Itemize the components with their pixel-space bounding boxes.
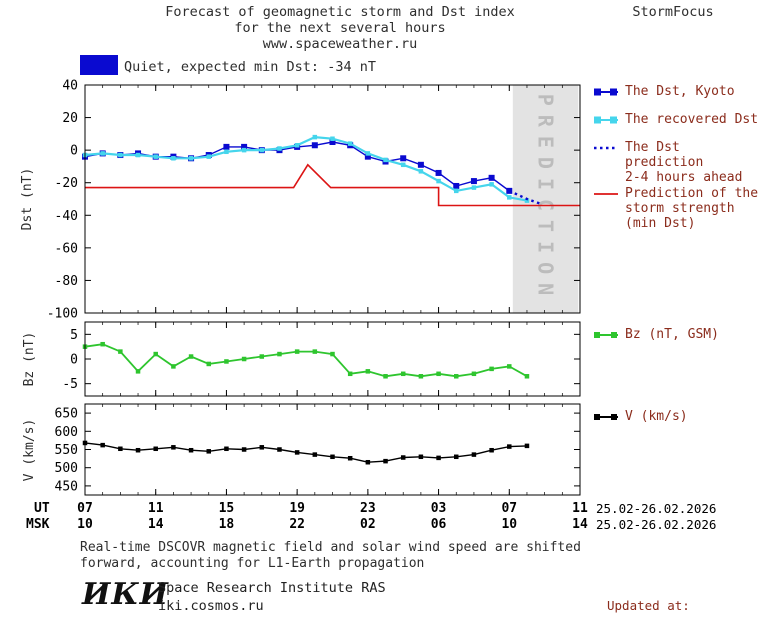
xtick-msk: 14 <box>148 517 164 532</box>
panel-dst: PREDICTION 40 20 0 -20 -40 -60 -80 -100 <box>47 79 581 322</box>
xtick-msk: 10 <box>501 517 517 532</box>
ytick-v: 600 <box>55 425 78 440</box>
dotted-line-icon <box>594 146 618 150</box>
xtick-ut: 07 <box>501 501 517 516</box>
v-line-icon <box>594 414 618 420</box>
ytick-v: 450 <box>55 479 78 494</box>
axis-frame-bz <box>84 321 581 397</box>
footnote-line2: forward, accounting for L1-Earth propaga… <box>80 556 425 571</box>
legend-dst-prediction: The Dst prediction 2-4 hours ahead <box>593 140 760 185</box>
ytick-dst: 20 <box>62 111 78 126</box>
legend-dst-prediction-line2: 2-4 hours ahead <box>625 170 743 185</box>
ytick-dst: -100 <box>47 307 78 322</box>
xtick-msk: 22 <box>289 517 305 532</box>
legend-bz: Bz (nT, GSM) <box>593 327 760 342</box>
series-recovered-dst <box>84 135 528 202</box>
dst-kyoto-line-icon <box>594 88 618 96</box>
institute-site: iki.cosmos.ru <box>158 598 264 614</box>
xtick-ut: 07 <box>77 501 93 516</box>
prediction-region-label: PREDICTION <box>534 94 558 304</box>
xtick-msk: 18 <box>219 517 235 532</box>
xtick-ut: 23 <box>360 501 376 516</box>
legend-storm-strength-label: Prediction of the storm strength (min Ds… <box>625 186 758 231</box>
ytick-dst: -40 <box>55 209 78 224</box>
footnote-line1: Real-time DSCOVR magnetic field and sola… <box>80 540 581 555</box>
dst-axis-label: Dst (nT) <box>20 167 35 231</box>
xtick-msk: 06 <box>431 517 447 532</box>
legend-storm-line2: storm strength <box>625 201 735 216</box>
legend-v-label: V (km/s) <box>625 409 688 424</box>
series-bz-gsm <box>84 343 528 378</box>
storm-status-text: Quiet, expected min Dst: -34 nT <box>124 59 376 75</box>
panel-v: 650 600 550 500 450 <box>55 403 581 496</box>
iki-logo: ИКИ <box>82 577 169 612</box>
legend-dst-prediction-line1: The Dst prediction <box>625 140 704 170</box>
legend-storm-line1: Prediction of the <box>625 186 759 201</box>
ytick-dst: 40 <box>62 79 78 94</box>
ytick-v: 550 <box>55 443 78 458</box>
ytick-bz: 0 <box>70 353 78 368</box>
series-dst-prediction <box>508 189 542 206</box>
ytick-v: 500 <box>55 461 78 476</box>
axis-frame-v <box>84 403 581 496</box>
axis-frame-dst <box>84 84 581 314</box>
xtick-ut: 11 <box>572 501 588 516</box>
msk-date-range: 25.02-26.02.2026 <box>596 517 717 532</box>
updated-at-title: Updated at: <box>607 598 690 613</box>
legend-storm-line3: (min Dst) <box>625 216 696 231</box>
series-solar-wind-speed <box>84 442 528 463</box>
bz-line-icon <box>594 332 618 338</box>
panel-bz: 5 0 -5 <box>62 321 581 397</box>
legend-recovered-dst: The recovered Dst <box>593 112 760 127</box>
ytick-v: 650 <box>55 407 78 422</box>
legend-dst-kyoto: The Dst, Kyoto <box>593 84 760 99</box>
updated-at-block: Updated at: UT 07:05, 26.02.2026 MSK 10:… <box>607 567 760 620</box>
ut-row-label: UT <box>34 501 50 516</box>
xtick-msk: 02 <box>360 517 376 532</box>
xtick-ut: 19 <box>289 501 305 516</box>
brand-stormfocus: StormFocus <box>632 4 714 20</box>
ytick-dst: -80 <box>55 274 78 289</box>
legend-recovered-dst-label: The recovered Dst <box>625 112 759 127</box>
xtick-msk: 14 <box>572 517 588 532</box>
xtick-msk: 10 <box>77 517 93 532</box>
legend-storm-strength: Prediction of the storm strength (min Ds… <box>593 186 760 231</box>
legend-dst-prediction-label: The Dst prediction 2-4 hours ahead <box>625 140 760 185</box>
storm-level-swatch <box>80 55 118 75</box>
title-line-2: for the next several hours <box>234 20 446 36</box>
ut-date-range: 25.02-26.02.2026 <box>596 501 717 516</box>
xtick-ut: 15 <box>219 501 235 516</box>
legend-bz-label: Bz (nT, GSM) <box>625 327 719 342</box>
ytick-dst: -60 <box>55 241 78 256</box>
institute-name: Space Research Institute RAS <box>158 580 386 596</box>
ytick-dst: -20 <box>55 176 78 191</box>
red-line-icon <box>594 193 618 195</box>
xtick-ut: 11 <box>148 501 164 516</box>
v-axis-label: V (km/s) <box>22 418 37 482</box>
series-storm-strength-prediction <box>85 163 580 207</box>
legend-v: V (km/s) <box>593 409 760 424</box>
title-url: www.spaceweather.ru <box>262 36 418 52</box>
ytick-bz: 5 <box>70 328 78 343</box>
recovered-dst-line-icon <box>594 116 618 124</box>
ytick-dst: 0 <box>70 144 78 159</box>
legend-dst-kyoto-label: The Dst, Kyoto <box>625 84 735 99</box>
msk-row-label: MSK <box>26 517 50 532</box>
ytick-bz: -5 <box>62 377 78 392</box>
xtick-ut: 03 <box>431 501 447 516</box>
page-title: Forecast of geomagnetic storm and Dst in… <box>85 4 595 52</box>
title-line-1: Forecast of geomagnetic storm and Dst in… <box>165 4 515 20</box>
